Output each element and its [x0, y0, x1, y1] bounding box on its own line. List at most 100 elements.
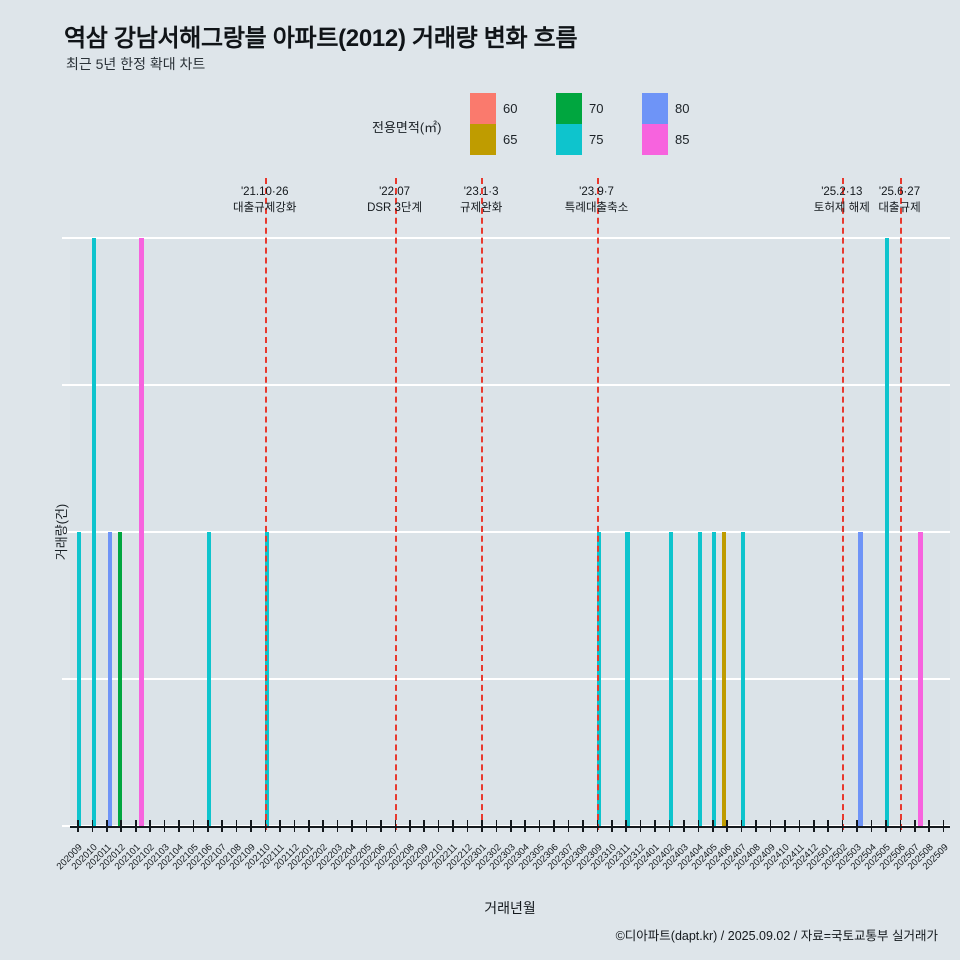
event-name: DSR 3단계 — [367, 202, 423, 214]
event-label: '25.2·13 토허제 해제 — [814, 184, 870, 216]
x-tick-mark — [899, 820, 902, 832]
legend-item-70[interactable]: 70 — [556, 93, 642, 124]
x-tick-mark — [163, 820, 166, 832]
legend-item-60[interactable]: 60 — [470, 93, 556, 124]
x-tick-mark — [769, 820, 772, 832]
x-tick-mark — [322, 820, 325, 832]
bar[interactable] — [697, 532, 702, 826]
x-tick-mark — [582, 820, 584, 832]
x-tick-mark — [77, 820, 79, 832]
x-tick-mark — [812, 820, 815, 832]
legend-swatch-85 — [642, 124, 668, 155]
event-date: '22.07 — [379, 186, 411, 198]
x-tick-mark — [178, 820, 180, 832]
event-date: '25.2·13 — [821, 186, 863, 198]
legend-items: 60 65 70 75 80 85 — [470, 93, 728, 155]
bar[interactable] — [108, 532, 113, 826]
bar[interactable] — [858, 532, 863, 826]
event-line — [596, 178, 599, 830]
x-tick-mark — [567, 820, 570, 832]
x-tick-mark — [654, 820, 656, 832]
gridline — [70, 384, 950, 386]
y-axis-title: 거래량(건) — [53, 503, 69, 561]
x-tick-mark — [524, 820, 527, 832]
x-tick-mark — [452, 820, 454, 832]
page-title: 역삼 강남서해그랑블 아파트(2012) 거래량 변화 흐름 — [64, 25, 578, 52]
bar[interactable] — [918, 532, 923, 826]
y-tick-mark — [62, 237, 70, 239]
x-tick-mark — [495, 820, 498, 832]
x-tick-mark — [481, 820, 483, 832]
bar[interactable] — [625, 532, 630, 826]
x-tick-mark — [293, 820, 296, 832]
event-date: '25.6·27 — [878, 186, 921, 198]
x-tick-mark — [91, 820, 94, 832]
legend-swatch-60 — [470, 93, 496, 124]
event-date: '23.1·3 — [463, 186, 499, 198]
x-tick-mark — [683, 820, 685, 832]
x-tick-mark — [365, 820, 368, 832]
gridline — [70, 237, 950, 239]
event-name: 규제완화 — [459, 202, 503, 214]
bar[interactable] — [740, 532, 745, 826]
event-label: '23.9·7 특례대출축소 — [565, 184, 628, 216]
bar[interactable] — [139, 238, 144, 826]
x-tick-mark — [221, 820, 224, 832]
chart-subtitle: 최근 5년 한정 확대 차트 — [66, 56, 206, 72]
event-date: '23.9·7 — [579, 186, 614, 198]
bar[interactable] — [711, 532, 717, 826]
x-tick-mark — [553, 820, 555, 832]
legend-label-75: 75 — [589, 132, 604, 147]
legend-item-85[interactable]: 85 — [642, 124, 728, 155]
x-tick-mark — [625, 820, 627, 832]
x-tick-mark — [928, 820, 930, 832]
legend-item-65[interactable]: 65 — [470, 124, 556, 155]
x-tick-mark — [798, 820, 801, 832]
legend-swatch-75 — [556, 124, 582, 155]
x-tick-mark — [351, 820, 353, 832]
x-tick-mark — [697, 820, 700, 832]
event-line — [899, 178, 902, 830]
event-label: '23.1·3 규제완화 — [460, 184, 502, 216]
x-tick-mark — [250, 820, 252, 832]
bar[interactable] — [668, 532, 673, 826]
y-tick-mark — [62, 531, 70, 533]
x-tick-mark — [755, 820, 757, 832]
event-line — [394, 178, 397, 830]
legend-item-75[interactable]: 75 — [556, 124, 642, 155]
bar[interactable] — [77, 532, 82, 826]
x-tick-mark — [207, 820, 209, 832]
y-tick-mark — [62, 384, 70, 386]
bar[interactable] — [596, 532, 601, 826]
bar[interactable] — [721, 532, 727, 826]
gridline — [70, 531, 950, 533]
x-tick-mark — [279, 820, 281, 832]
x-tick-mark — [668, 820, 671, 832]
legend: 전용면적(㎡) 60 65 70 75 80 85 — [372, 93, 689, 155]
x-tick-mark — [134, 820, 137, 832]
x-tick-mark — [610, 820, 613, 832]
x-axis-title: 거래년월 — [484, 900, 536, 916]
event-label: '25.6·27 대출규제 — [878, 184, 920, 216]
bar[interactable] — [264, 532, 269, 826]
gridline — [70, 678, 950, 680]
legend-swatch-70 — [556, 93, 582, 124]
bar[interactable] — [207, 532, 212, 826]
x-tick-mark — [264, 820, 267, 832]
event-label: '21.10·26 대출규제강화 — [233, 184, 296, 216]
bar[interactable] — [885, 238, 890, 826]
x-tick-mark — [336, 820, 339, 832]
event-date: '21.10·26 — [240, 186, 289, 198]
x-tick-mark — [740, 820, 743, 832]
x-tick-mark — [380, 820, 382, 832]
bar[interactable] — [118, 532, 123, 826]
bar[interactable] — [91, 238, 96, 826]
x-tick-mark — [106, 820, 108, 832]
x-tick-mark — [235, 820, 238, 832]
x-tick-mark — [827, 820, 829, 832]
x-tick-mark — [870, 820, 873, 832]
y-tick-mark — [62, 678, 70, 680]
legend-item-80[interactable]: 80 — [642, 93, 728, 124]
x-tick-mark — [510, 820, 512, 832]
